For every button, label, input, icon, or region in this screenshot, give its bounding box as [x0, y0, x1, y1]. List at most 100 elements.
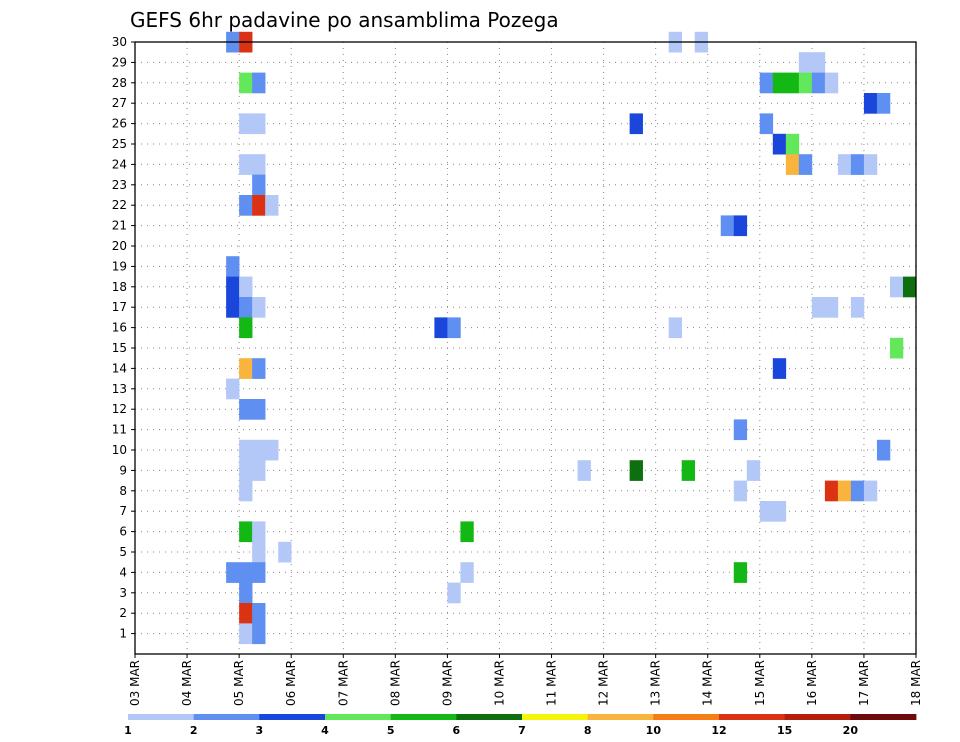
y-tick-label: 11: [112, 423, 127, 437]
colorbar-label: 1: [124, 724, 132, 737]
precip-cell: [889, 276, 904, 298]
precip-cell: [876, 439, 891, 461]
precip-cell: [239, 623, 253, 645]
y-axis: 1234567891011121314151617181920212223242…: [112, 35, 135, 641]
y-tick-label: 20: [112, 239, 127, 253]
precip-cell: [447, 317, 461, 339]
colorbar-label: 7: [518, 724, 526, 737]
colorbar-segment: [390, 714, 457, 720]
precip-cell: [239, 460, 253, 481]
precip-cell: [239, 154, 253, 175]
y-tick-label: 30: [112, 35, 127, 49]
y-tick-label: 14: [112, 361, 127, 375]
precip-cell: [850, 297, 865, 318]
y-tick-label: 17: [112, 300, 127, 314]
precip-cell: [239, 521, 253, 543]
precip-cell: [265, 195, 279, 216]
y-tick-label: 2: [119, 606, 127, 620]
y-tick-label: 9: [119, 463, 127, 477]
x-tick-label: 15 MAR: [753, 660, 767, 706]
y-tick-label: 29: [112, 55, 127, 69]
precip-cell: [460, 562, 474, 583]
precip-cell: [577, 460, 591, 481]
colorbar-label: 6: [453, 724, 461, 737]
precip-cell: [772, 133, 787, 155]
precip-cell: [226, 256, 240, 277]
precip-cell: [239, 603, 253, 624]
precip-cell: [629, 460, 643, 481]
precip-cell: [798, 52, 813, 73]
y-tick-label: 27: [112, 96, 127, 110]
precip-cell: [733, 480, 748, 502]
precip-cell: [629, 113, 643, 135]
precip-cell: [720, 215, 735, 237]
colorbar-segment: [719, 714, 786, 720]
colorbar-label: 8: [584, 724, 592, 737]
precip-cell: [668, 317, 682, 339]
precip-cell: [824, 297, 839, 318]
colorbar-segment: [653, 714, 720, 720]
precip-cell: [811, 72, 826, 94]
y-tick-label: 18: [112, 280, 127, 294]
y-tick-label: 21: [112, 219, 127, 233]
y-tick-label: 25: [112, 137, 127, 151]
y-tick-label: 12: [112, 402, 127, 416]
precip-cell: [733, 562, 748, 583]
x-tick-label: 11 MAR: [545, 660, 559, 706]
colorbar-segment: [587, 714, 654, 720]
precip-cell: [876, 93, 891, 114]
colorbar-label: 4: [321, 724, 329, 737]
precip-cell: [239, 297, 253, 318]
precip-cell: [239, 317, 253, 339]
precip-cell: [265, 439, 279, 461]
precip-cell: [239, 439, 253, 461]
precip-cell: [746, 460, 761, 481]
colorbar-label: 15: [777, 724, 792, 737]
y-tick-label: 6: [119, 525, 127, 539]
precip-cell: [837, 154, 852, 175]
colorbar-label: 20: [843, 724, 859, 737]
precip-cell: [902, 276, 917, 298]
y-tick-label: 1: [119, 627, 127, 641]
precip-cell: [226, 297, 240, 318]
x-tick-label: 07 MAR: [336, 660, 350, 706]
x-tick-label: 18 MAR: [909, 660, 923, 706]
precip-cell: [889, 337, 904, 359]
colorbar-segment: [325, 714, 392, 720]
colorbar-label: 12: [711, 724, 726, 737]
precip-cell: [278, 541, 292, 563]
x-tick-label: 05 MAR: [232, 660, 246, 706]
precip-cell: [252, 562, 266, 583]
precip-cell: [239, 113, 253, 135]
x-tick-label: 06 MAR: [284, 660, 298, 706]
precip-cell: [759, 501, 774, 522]
y-tick-label: 23: [112, 178, 127, 192]
precip-cell: [252, 358, 266, 379]
x-tick-label: 14 MAR: [701, 660, 715, 706]
precip-cell: [785, 133, 800, 155]
precip-cell: [850, 480, 865, 502]
precip-cell: [759, 72, 774, 94]
colorbar-segment: [784, 714, 851, 720]
y-tick-label: 22: [112, 198, 127, 212]
colorbar-label: 3: [256, 724, 264, 737]
colorbar-segment: [456, 714, 523, 720]
x-tick-label: 03 MAR: [128, 660, 142, 706]
x-tick-label: 12 MAR: [597, 660, 611, 706]
colorbar-segment: [259, 714, 326, 720]
precip-cell: [239, 276, 253, 298]
precip-cell: [434, 317, 448, 339]
precip-cell: [252, 297, 266, 318]
precip-cell: [252, 439, 266, 461]
precip-cell: [252, 174, 266, 196]
colorbar-segment: [128, 714, 195, 720]
precip-cell: [252, 195, 266, 216]
precip-cell: [733, 215, 748, 237]
x-tick-label: 08 MAR: [388, 660, 402, 706]
precip-cell: [733, 419, 748, 441]
y-tick-label: 16: [112, 321, 127, 335]
y-tick-label: 28: [112, 76, 127, 90]
precip-cell: [239, 72, 253, 94]
precip-cell: [798, 154, 813, 175]
